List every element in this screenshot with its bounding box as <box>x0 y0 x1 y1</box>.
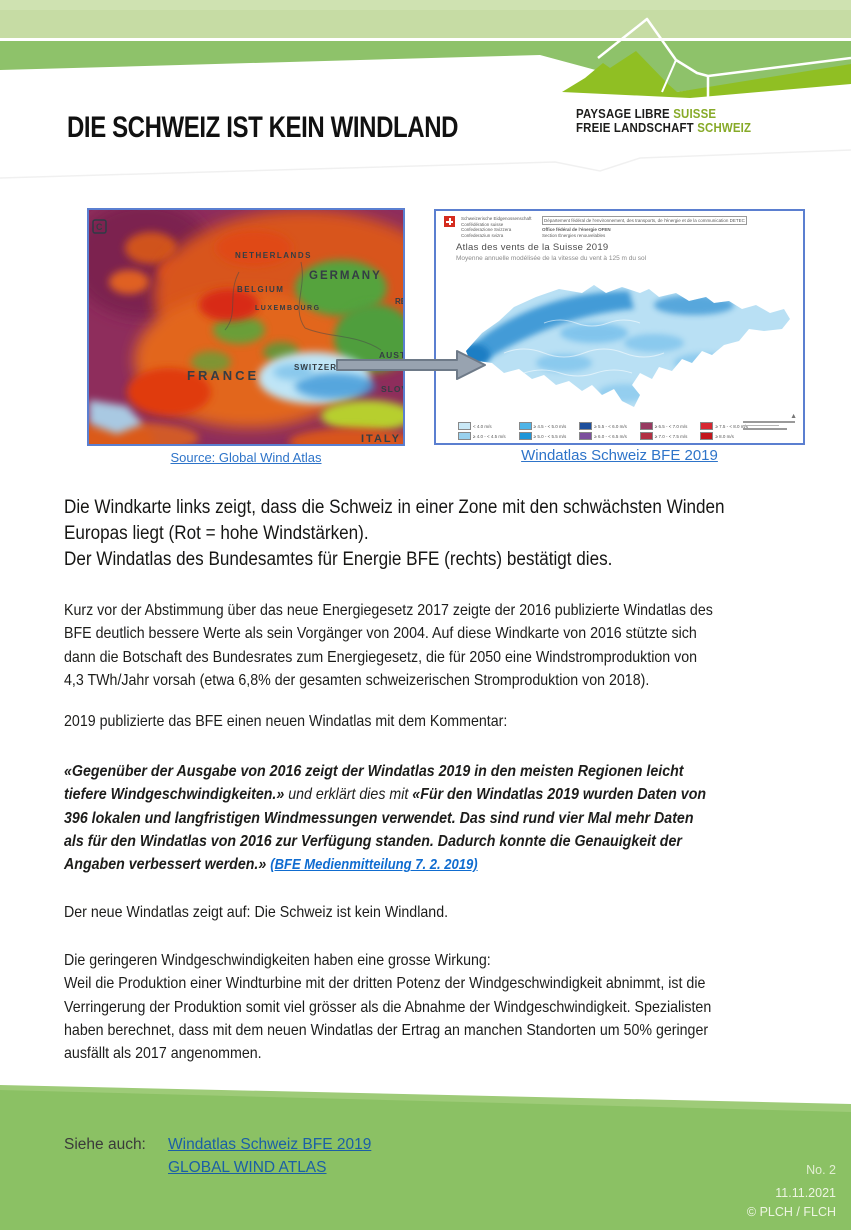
legend-chip <box>458 422 471 430</box>
legend-item: ≥ 7.5 - < 8.0 m/s <box>700 422 748 430</box>
admin-line: Département fédéral de l'environnement, … <box>542 216 747 225</box>
date: 11.11.2021 <box>775 1186 836 1200</box>
legend-chip <box>700 432 714 440</box>
admin-line: Section Énergies renouvelables <box>542 232 606 238</box>
windatlas-bfe-caption-link[interactable]: Windatlas Schweiz BFE 2019 <box>521 447 718 464</box>
legend-item: ≥ 6.0 - < 6.5 m/s <box>579 432 627 440</box>
admin-line: Office fédéral de l'énergie OFEN <box>542 227 611 233</box>
map-scale-credits-block: ▲ <box>743 413 797 432</box>
legend-item: ≥ 8.0 m/s <box>700 432 748 440</box>
mountain-logo-icon <box>562 17 851 112</box>
map-label-slovenia: SLOV <box>381 384 403 394</box>
quote-connector: und erklärt dies mit <box>288 786 409 804</box>
footer-link-windatlas-bfe[interactable]: Windatlas Schweiz BFE 2019 <box>168 1136 372 1153</box>
map-label-france: FRANCE <box>187 368 259 383</box>
swiss-flag-icon <box>444 216 455 227</box>
legend-chip <box>518 432 532 440</box>
legend-chip <box>700 422 714 430</box>
legend-item: ≥ 5.5 - < 6.0 m/s <box>579 422 627 430</box>
legend-item: ≥ 6.5 - < 7.0 m/s <box>639 422 687 430</box>
see-also-label: Siehe auch: <box>64 1136 146 1153</box>
legend-chip <box>458 432 471 440</box>
switzerland-map <box>466 285 790 407</box>
legend-chip <box>518 422 532 430</box>
logo-line2-accent: SCHWEIZ <box>697 119 752 135</box>
admin-line: Confédération suisse <box>461 221 504 227</box>
swiss-admin-block: Schweizerische Eidgenossenschaft Confédé… <box>461 216 532 238</box>
copyright: © PLCH / FLCH <box>746 1205 836 1219</box>
map-label-switzerland: SWITZERLAND <box>294 363 363 372</box>
arrow-right-icon <box>336 350 486 380</box>
legend-item: ≥ 7.0 - < 7.5 m/s <box>639 432 687 440</box>
quote-part-1: «Gegenüber der Ausgabe von 2016 zeigt de… <box>64 763 684 804</box>
logo-line1-accent: SUISSE <box>673 106 717 121</box>
global-wind-atlas-source-link[interactable]: Source: Global Wind Atlas <box>170 450 322 465</box>
map-label-italy: ITALY <box>361 433 401 444</box>
detec-admin-block: Département fédéral de l'environnement, … <box>542 216 772 238</box>
legend-chip <box>579 432 593 440</box>
paragraph-windatlas-2016: Kurz vor der Abstimmung über das neue En… <box>64 602 713 689</box>
map-control-label: C <box>96 222 103 232</box>
bfe-quote-block: «Gegenüber der Ausgabe von 2016 zeigt de… <box>64 760 793 877</box>
map-label-austria: AUSTRI <box>379 350 403 360</box>
figure-europe-wind-map: C NETHERLANDS GERMANY BELGIUM LUXEMBOURG… <box>87 208 405 446</box>
legend-item: ≥ 4.5 - < 5.0 m/s <box>518 422 566 430</box>
bfe-medienmitteilung-link[interactable]: (BFE Medienmitteilung 7. 2. 2019) <box>270 857 478 874</box>
atlas-title: Atlas des vents de la Suisse 2019 <box>456 242 609 253</box>
map-label-netherlands: NETHERLANDS <box>235 251 312 260</box>
page-number: No. 2 <box>806 1163 836 1177</box>
legend-chip <box>639 432 653 440</box>
atlas-subtitle: Moyenne annuelle modélisée de la vitesse… <box>456 255 647 262</box>
admin-line: Schweizerische Eidgenossenschaft <box>461 216 532 221</box>
footer-band <box>0 1085 851 1230</box>
map-label-czech-fragment: REI <box>395 297 403 306</box>
legend-item: ≥ 4.0 - < 4.5 m/s <box>458 432 506 440</box>
page-title: DIE SCHWEIZ IST KEIN WINDLAND <box>67 111 459 144</box>
legend-item: ≥ 5.0 - < 5.5 m/s <box>518 432 566 440</box>
admin-line: Confederaziun svizra <box>461 232 504 238</box>
figure-swiss-wind-atlas: Schweizerische Eidgenossenschaft Confédé… <box>434 209 805 445</box>
map-label-luxembourg: LUXEMBOURG <box>255 305 321 312</box>
legend-chip <box>639 422 653 430</box>
quote-part-2: «Für den Windatlas 2019 wurden Daten von… <box>64 786 707 874</box>
paragraph-2019-kommentar: 2019 publizierte das BFE einen neuen Win… <box>64 713 508 730</box>
map-label-belgium: BELGIUM <box>237 285 284 294</box>
map-label-germany: GERMANY <box>309 270 382 282</box>
legend-chip <box>579 422 593 430</box>
lead-paragraph: Die Windkarte links zeigt, dass die Schw… <box>64 497 725 570</box>
legend-item: < 4.0 m/s <box>458 422 506 430</box>
header-band <box>0 0 851 179</box>
wind-speed-legend: < 4.0 m/s ≥ 4.0 - < 4.5 m/s ≥ 4.5 - < 5.… <box>458 422 748 440</box>
north-arrow-icon: ▲ <box>790 413 797 420</box>
footer-link-global-wind-atlas[interactable]: GLOBAL WIND ATLAS <box>168 1159 327 1176</box>
paragraph-wirkung: Die geringeren Windgeschwindigkeiten hab… <box>64 952 712 1063</box>
admin-line: Confederazione Svizzera <box>461 227 512 233</box>
org-logo-wordmark: PAYSAGE LIBRE SUISSE FREIE LANDSCHAFT SC… <box>576 107 751 134</box>
logo-line2-bold: FREIE LANDSCHAFT <box>576 119 694 135</box>
logo-line1-bold: PAYSAGE LIBRE <box>576 106 670 121</box>
paragraph-kein-windland: Der neue Windatlas zeigt auf: Die Schwei… <box>64 904 449 921</box>
